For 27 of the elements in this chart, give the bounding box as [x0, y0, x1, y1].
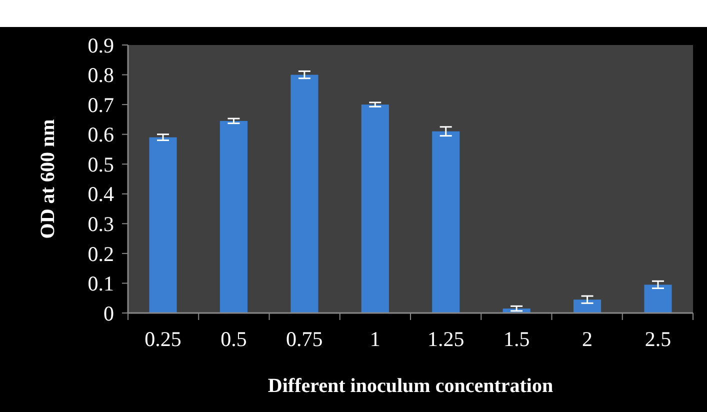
y-tick-label: 0.8	[88, 63, 114, 88]
y-tick-label: 0.4	[88, 182, 114, 206]
bar	[149, 137, 177, 313]
x-tick-label: 1.25	[427, 327, 464, 351]
bar	[573, 300, 602, 313]
bar	[644, 284, 672, 313]
x-tick-label: 0.5	[220, 327, 247, 351]
x-tick-label: 1	[370, 327, 380, 351]
x-tick-label: 0.75	[286, 327, 323, 351]
x-tick-label: 2.5	[644, 327, 672, 351]
x-tick-label: 1.5	[503, 327, 530, 351]
bar	[432, 131, 460, 313]
x-tick-label: 0.25	[144, 327, 182, 351]
y-tick-label: 0	[104, 301, 114, 326]
bar	[290, 74, 318, 313]
y-tick-label: 0.9	[88, 33, 114, 58]
y-tick-label: 0.2	[88, 242, 114, 266]
x-axis-title: Different inoculum concentration	[268, 375, 554, 397]
bar	[361, 104, 389, 313]
bar	[220, 120, 248, 313]
y-tick-label: 0.3	[88, 212, 114, 236]
y-tick-label: 0.7	[88, 92, 114, 117]
y-tick-label: 0.6	[88, 122, 114, 147]
x-tick-label: 2	[582, 327, 593, 351]
y-tick-label: 0.1	[88, 272, 114, 296]
y-tick-label: 0.5	[88, 152, 114, 176]
y-axis-title: OD at 600 nm	[37, 118, 59, 239]
